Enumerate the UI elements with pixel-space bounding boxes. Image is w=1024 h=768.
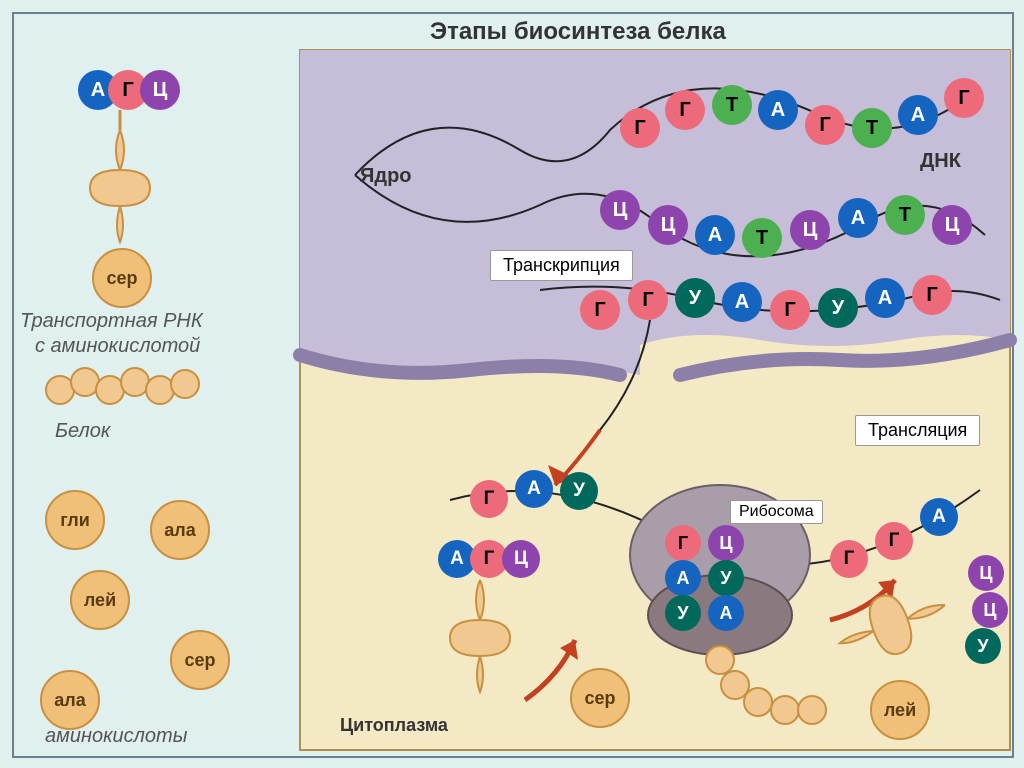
nucleotide-Ц: Ц [648, 205, 688, 245]
nucleotide-Т: Т [712, 85, 752, 125]
nucleotide-У: У [965, 628, 1001, 664]
nucleotide-Г: Г [665, 525, 701, 561]
nucleotide-У: У [560, 472, 598, 510]
nucleotide-А: А [665, 560, 701, 596]
trna-left-amino: сер [92, 248, 152, 308]
amino-acid-сер: сер [170, 630, 230, 690]
nucleotide-Г: Г [770, 290, 810, 330]
nucleotide-А: А [515, 470, 553, 508]
nucleotide-Ц: Ц [600, 190, 640, 230]
nucleotide-Ц: Ц [502, 540, 540, 578]
nucleotide-У: У [708, 560, 744, 596]
nucleotide-Г: Г [944, 78, 984, 118]
nucleotide-Т: Т [852, 108, 892, 148]
amino-acid-лей: лей [870, 680, 930, 740]
nucleotide-Ц: Ц [140, 70, 180, 110]
nucleotide-Г: Г [912, 275, 952, 315]
nucleotide-Т: Т [742, 218, 782, 258]
trna-caption-2: с аминокислотой [35, 335, 200, 358]
nucleotide-Г: Г [580, 290, 620, 330]
trna-caption-1: Транспортная РНК [20, 310, 203, 333]
diagram-canvas: Этапы биосинтеза белка [0, 0, 1024, 768]
nucleotide-Ц: Ц [708, 525, 744, 561]
nucleotide-Г: Г [875, 522, 913, 560]
nucleotide-Т: Т [885, 195, 925, 235]
nucleotide-У: У [818, 288, 858, 328]
nucleotide-У: У [675, 278, 715, 318]
nucleotide-Ц: Ц [790, 210, 830, 250]
amino-acid-сер: сер [570, 668, 630, 728]
nucleotide-А: А [708, 595, 744, 631]
amino-acid-ала: ала [40, 670, 100, 730]
nucleotide-А: А [758, 90, 798, 130]
translation-box: Трансляция [855, 415, 980, 446]
nucleotide-Г: Г [805, 105, 845, 145]
nucleotide-А: А [722, 282, 762, 322]
nucleotide-А: А [865, 278, 905, 318]
nucleotide-А: А [920, 498, 958, 536]
amino-acid-лей: лей [70, 570, 130, 630]
protein-label: Белок [55, 420, 110, 443]
nucleotide-Ц: Ц [968, 555, 1004, 591]
dna-label: ДНК [920, 150, 961, 173]
nucleotide-А: А [838, 198, 878, 238]
nucleotide-Г: Г [665, 90, 705, 130]
nucleotide-Г: Г [470, 480, 508, 518]
cytoplasm-label: Цитоплазма [340, 715, 448, 736]
amino-acid-гли: гли [45, 490, 105, 550]
amino-acid-ала: ала [150, 500, 210, 560]
ribosome-box: Рибосома [730, 500, 823, 524]
transcription-box: Транскрипция [490, 250, 633, 281]
nucleotide-Г: Г [628, 280, 668, 320]
nucleotide-У: У [665, 595, 701, 631]
nucleotide-Ц: Ц [932, 205, 972, 245]
nucleotide-Ц: Ц [972, 592, 1008, 628]
nucleus-label: Ядро [360, 165, 412, 188]
nucleotide-Г: Г [830, 540, 868, 578]
nucleotide-А: А [695, 215, 735, 255]
nucleotide-А: А [898, 95, 938, 135]
nucleotide-Г: Г [620, 108, 660, 148]
